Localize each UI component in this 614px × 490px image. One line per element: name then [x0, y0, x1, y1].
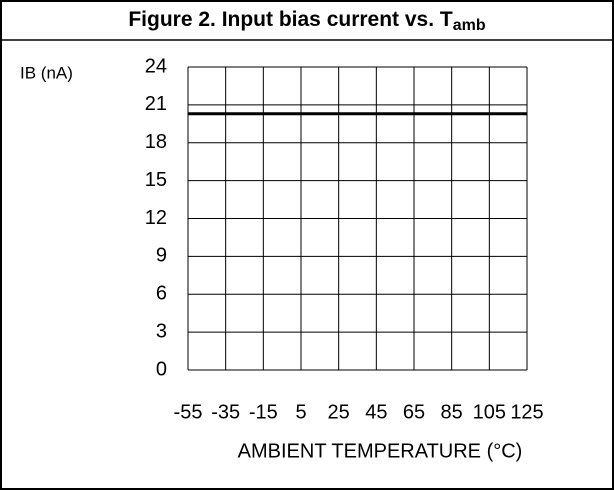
x-tick-label: -55	[174, 401, 203, 423]
x-tick-label: 45	[365, 401, 387, 423]
x-tick-label: 65	[403, 401, 425, 423]
x-tick-label: 85	[441, 401, 463, 423]
y-tick-label: 18	[145, 131, 167, 153]
title-main: Figure 2. Input bias current vs. T	[128, 8, 453, 31]
y-tick-label: 6	[156, 283, 167, 305]
x-tick-label: 125	[510, 401, 543, 423]
y-tick-label: 9	[156, 245, 167, 267]
x-tick-label: -15	[249, 401, 278, 423]
x-tick-label: -35	[211, 401, 240, 423]
x-tick-label: 5	[295, 401, 306, 423]
x-tick-label: 25	[328, 401, 350, 423]
y-tick-label: 3	[156, 320, 167, 342]
chart-title: Figure 2. Input bias current vs. Tamb	[128, 8, 486, 35]
y-tick-label: 21	[145, 93, 167, 115]
y-axis-label: IB (nA)	[20, 63, 73, 82]
y-tick-label: 0	[156, 358, 167, 380]
y-tick-label: 15	[145, 169, 167, 191]
x-axis-label: AMBIENT TEMPERATURE (°C)	[238, 440, 523, 462]
x-tick-label: 105	[473, 401, 506, 423]
title-subscript: amb	[453, 17, 486, 34]
y-tick-label: 12	[145, 207, 167, 229]
y-tick-label: 24	[145, 55, 167, 77]
